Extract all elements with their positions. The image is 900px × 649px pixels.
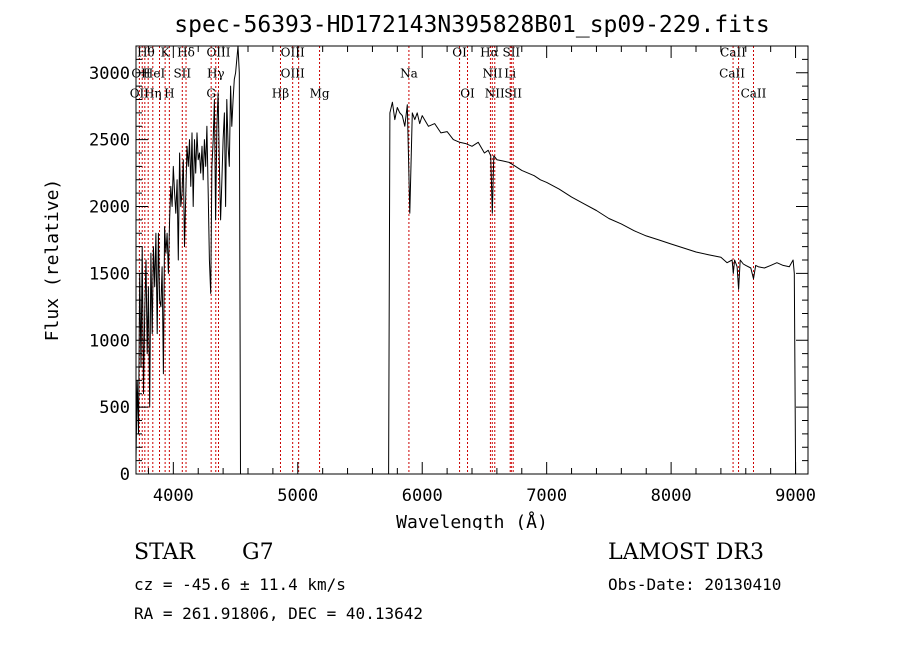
y-tick-label: 0 <box>120 465 130 485</box>
y-tick-label: 1000 <box>89 331 130 351</box>
line-label-23: Mg <box>310 86 330 100</box>
line-label-1: K <box>161 46 171 60</box>
line-label-27: CaII <box>741 86 767 100</box>
line-label-20: H <box>164 86 174 100</box>
spectrum-chart: spec-56393-HD172143N395828B01_sp09-229.f… <box>42 12 816 530</box>
line-label-7: SII <box>502 46 520 60</box>
x-tick-label: 4000 <box>153 486 194 506</box>
y-tick-label: 2500 <box>89 131 130 151</box>
x-tick-label: 5000 <box>277 486 318 506</box>
y-axis-label: Flux (relative) <box>42 179 63 342</box>
x-tick-label: 9000 <box>775 486 816 506</box>
plot-frame <box>135 45 809 475</box>
line-label-2: Hδ <box>177 46 195 60</box>
obs-date: Obs-Date: 20130410 <box>608 575 782 594</box>
line-label-18: OII <box>130 86 150 100</box>
survey-name: LAMOST DR3 <box>608 540 764 565</box>
line-label-3: OIII <box>206 46 230 60</box>
x-axis: 4000 5000 6000 7000 8000 9000 <box>147 46 816 506</box>
spectral-subclass: G7 <box>242 540 274 565</box>
line-label-11: SII <box>173 66 191 80</box>
line-label-16: Li <box>504 66 516 80</box>
line-label-6: Hα <box>480 46 499 60</box>
y-tick-label: 3000 <box>89 64 130 84</box>
line-label-19: Hη <box>144 86 162 100</box>
line-label-17: CaII <box>719 66 745 80</box>
line-label-13: OIII <box>281 66 305 80</box>
line-label-26: SII <box>504 86 522 100</box>
x-tick-label: 6000 <box>402 486 443 506</box>
line-label-14: Na <box>400 66 418 80</box>
y-tick-label: 1500 <box>89 264 130 284</box>
line-label-22: Hβ <box>272 86 289 100</box>
y-axis: 0 500 1000 1500 2000 2500 3000 <box>89 45 808 485</box>
line-label-4: OIII <box>281 46 305 60</box>
spectrum-segment-0 <box>135 45 241 475</box>
y-tick-label: 500 <box>99 398 130 418</box>
y-tick-label: 2000 <box>89 198 130 218</box>
line-label-25: NII <box>485 86 505 100</box>
coordinates: RA = 261.91806, DEC = 40.13642 <box>134 604 423 623</box>
line-label-0: Hθ <box>137 46 155 60</box>
x-tick-label: 8000 <box>651 486 692 506</box>
line-label-21: G <box>206 86 216 100</box>
chart-title: spec-56393-HD172143N395828B01_sp09-229.f… <box>174 12 769 38</box>
line-label-15: NII <box>483 66 503 80</box>
spectrum-segment-1 <box>388 101 797 475</box>
redshift-info: cz = -45.6 ± 11.4 km/s <box>134 575 346 594</box>
x-tick-label: 7000 <box>526 486 567 506</box>
line-label-10: HeI <box>143 66 166 80</box>
spectrum-series <box>135 45 797 475</box>
line-label-12: Hγ <box>207 66 225 80</box>
spectral-line-markers <box>138 46 754 474</box>
x-axis-label: Wavelength (Å) <box>396 511 548 530</box>
line-label-8: CaII <box>720 46 746 60</box>
object-class: STAR <box>134 540 195 565</box>
line-label-24: OI <box>460 86 475 100</box>
line-label-5: OI <box>452 46 467 60</box>
